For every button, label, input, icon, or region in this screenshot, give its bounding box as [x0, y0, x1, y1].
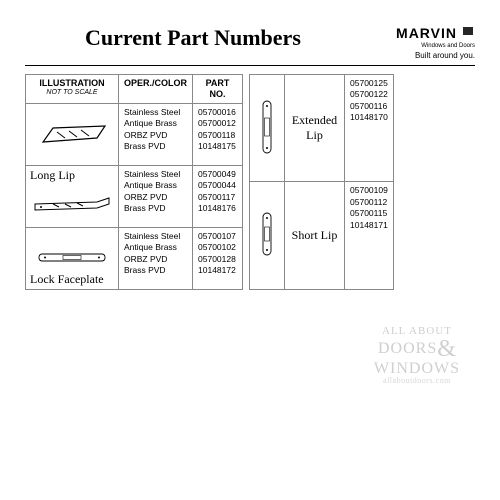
- watermark: ALL ABOUT DOORS& WINDOWS allaboutdoors.c…: [374, 326, 460, 385]
- illustration-cell: [250, 182, 285, 289]
- parts-table-left: ILLUSTRATION NOT TO SCALE OPER./COLOR PA…: [25, 74, 243, 290]
- header-divider: [25, 65, 475, 66]
- illus-label: Lock Faceplate: [30, 272, 104, 287]
- table-row: Extended Lip 05700125 05700122 05700116 …: [250, 75, 394, 182]
- col-part: PART NO.: [193, 75, 243, 104]
- logo-icon: [461, 25, 475, 37]
- plate-icon: [35, 120, 109, 148]
- content-area: ILLUSTRATION NOT TO SCALE OPER./COLOR PA…: [0, 74, 500, 290]
- part-cell: 05700049 05700044 05700117 10148176: [193, 165, 243, 227]
- col-illustration: ILLUSTRATION NOT TO SCALE: [26, 75, 119, 104]
- part-cell: 05700016 05700012 05700118 10148175: [193, 103, 243, 165]
- oper-cell: Stainless Steel Antique Brass ORBZ PVD B…: [119, 103, 193, 165]
- illustration-cell: Long Lip: [26, 165, 119, 227]
- table-row: Stainless Steel Antique Brass ORBZ PVD B…: [26, 103, 243, 165]
- illustration-cell: [250, 75, 285, 182]
- header-subtext: NOT TO SCALE: [31, 89, 113, 97]
- illustration-cell: Lock Faceplate: [26, 227, 119, 289]
- part-cell: 05700107 05700102 05700128 10148172: [193, 227, 243, 289]
- logo-name: MARVIN: [396, 25, 457, 41]
- oper-cell: Stainless Steel Antique Brass ORBZ PVD B…: [119, 165, 193, 227]
- part-cell: 05700109 05700112 05700115 10148171: [345, 182, 394, 289]
- header-text: ILLUSTRATION: [39, 78, 104, 88]
- table-row: Short Lip 05700109 05700112 05700115 101…: [250, 182, 394, 289]
- parts-table-right: Extended Lip 05700125 05700122 05700116 …: [249, 74, 394, 290]
- table-row: Long Lip Stainless Steel Antique Brass O…: [26, 165, 243, 227]
- table-row: Lock Faceplate Stainless Steel Antique B…: [26, 227, 243, 289]
- watermark-amp: &: [437, 336, 456, 362]
- illustration-cell: [26, 103, 119, 165]
- short-lip-icon: [257, 205, 277, 263]
- watermark-main2: WINDOWS: [374, 361, 460, 377]
- header: Current Part Numbers MARVIN Windows and …: [0, 0, 500, 65]
- watermark-sub: allaboutdoors.com: [374, 377, 460, 385]
- long-lip-icon: [31, 194, 113, 218]
- watermark-main1: DOORS: [378, 340, 437, 357]
- extended-lip-icon: [257, 98, 277, 156]
- table-header-row: ILLUSTRATION NOT TO SCALE OPER./COLOR PA…: [26, 75, 243, 104]
- logo-tagline: Built around you.: [396, 51, 475, 60]
- part-cell: 05700125 05700122 05700116 10148170: [345, 75, 394, 182]
- logo-subtitle: Windows and Doors: [396, 43, 475, 49]
- oper-cell: Stainless Steel Antique Brass ORBZ PVD B…: [119, 227, 193, 289]
- label-cell: Short Lip: [285, 182, 345, 289]
- col-oper: OPER./COLOR: [119, 75, 193, 104]
- brand-logo: MARVIN Windows and Doors Built around yo…: [396, 25, 475, 60]
- illus-label: Long Lip: [30, 168, 75, 183]
- label-cell: Extended Lip: [285, 75, 345, 182]
- faceplate-icon: [33, 249, 111, 267]
- page-title: Current Part Numbers: [85, 25, 301, 51]
